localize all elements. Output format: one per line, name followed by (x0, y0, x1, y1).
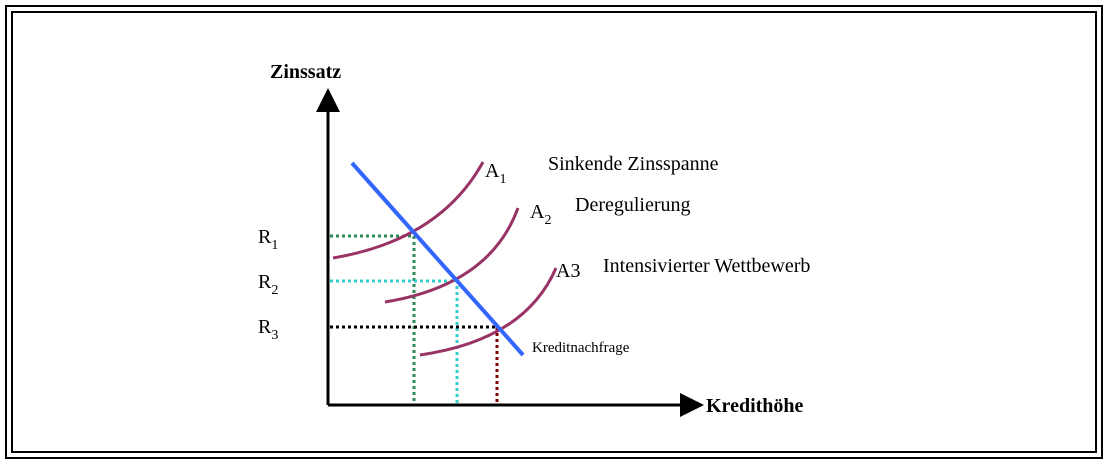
rate-label: R2 (258, 271, 278, 298)
curve-description: Deregulierung (575, 194, 691, 216)
curve-a2 (384, 207, 520, 304)
inner-frame (11, 11, 1097, 453)
curve-description: Sinkende Zinsspanne (548, 153, 719, 175)
guide-r1 (330, 234, 416, 403)
rate-label: R1 (258, 226, 278, 253)
curve-label: A2 (530, 201, 551, 228)
rate-label: R3 (258, 316, 278, 343)
curve-label: A3 (556, 260, 580, 282)
outer-frame (5, 5, 1103, 459)
curve-a3 (419, 267, 558, 357)
demand-line (350, 161, 525, 357)
curve-a1 (332, 161, 485, 260)
x-axis-label: Kredithöhe (706, 395, 804, 417)
curve-label: A1 (485, 160, 506, 187)
demand-label: Kreditnachfrage (532, 340, 630, 356)
curve-description: Intensivierter Wettbewerb (603, 255, 810, 277)
y-axis-label: Zinssatz (270, 61, 341, 83)
